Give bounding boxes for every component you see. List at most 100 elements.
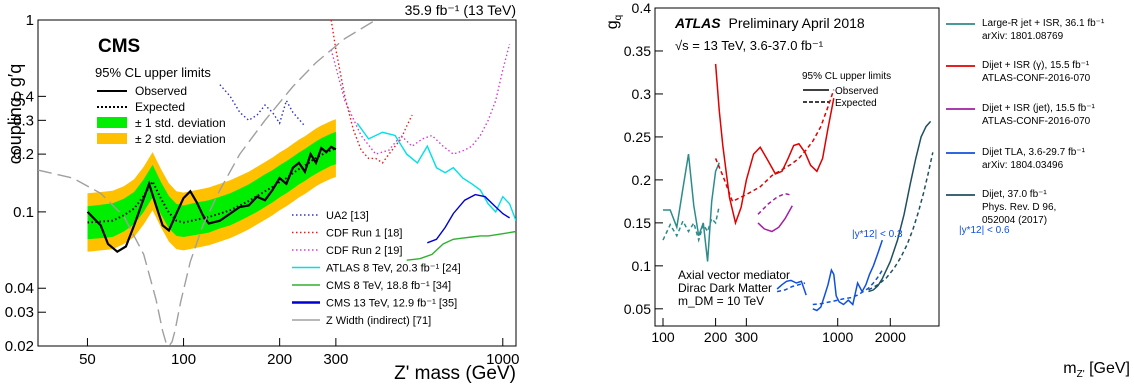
atlas-y-tick-label: 0.35 — [624, 43, 651, 59]
atlas-panel: 100 200 300 1000 2000 0.05 0.1 0.15 0.2 0.25 0.3 0… — [604, 0, 1130, 380]
atlas-series-dijet-37-0-fb-solid — [868, 120, 932, 293]
cms-y-tick-label: 0.04 — [5, 280, 34, 297]
atlas-y-tick-label: 0.05 — [624, 301, 651, 317]
atlas-legend-label: Dijet + ISR (jet), 15.5 fb⁻¹ — [982, 103, 1095, 114]
cms-x-tick-label: 1000 — [486, 351, 519, 368]
cms-y-tick-label: 0.1 — [13, 204, 34, 221]
atlas-x-tick-label: 2000 — [875, 329, 906, 345]
cms-y-tick-label: 0.02 — [5, 338, 34, 355]
atlas-legend-ref: arXiv: 1801.08769 — [982, 31, 1064, 42]
atlas-plot-frame — [654, 7, 940, 327]
cms-x-tick-label: 50 — [79, 351, 96, 368]
cms-subtitle: 95% CL upper limits — [95, 65, 211, 80]
cms-x-axis-label: Z' mass (GeV) — [394, 363, 516, 384]
cms-series-cms-13-tev-12-9-fb-35 — [427, 193, 510, 244]
cms-y-tick-label: 0.3 — [13, 112, 34, 129]
atlas-legend-label: Dijet TLA, 3.6-29.7 fb⁻¹ — [982, 147, 1086, 158]
atlas-subtitle: 95% CL upper limits — [802, 71, 891, 82]
atlas-series-dijet-isr-jet-15-5-fb-dashed — [757, 192, 793, 215]
cms-series-z-width-indirect-71 — [38, 20, 379, 346]
cms-legend-label: Z Width (indirect) [71] — [326, 315, 431, 327]
atlas-legend: Large-R jet + ISR, 36.1 fb⁻¹ arXiv: 1801.… — [946, 18, 1105, 226]
cms-legend-swatch — [97, 117, 127, 128]
atlas-series-dijet-isr-jet-15-5-fb-solid — [757, 205, 793, 233]
atlas-model-annotation: Dirac Dark Matter — [678, 281, 772, 295]
atlas-x-tick-label: 200 — [704, 329, 728, 345]
atlas-energy-label: √s = 13 TeV, 3.6-37.0 fb⁻¹ — [675, 38, 824, 53]
atlas-style-legend-label: Expected — [835, 98, 877, 109]
atlas-series-dijet-tla-y-12-0-6-solid — [812, 239, 884, 312]
cms-x-tick-label: 300 — [323, 351, 348, 368]
atlas-series-dijet-tla-y-12-0-6-dashed — [812, 269, 883, 306]
atlas-model-annotation: Axial vector mediator — [678, 268, 790, 282]
cms-y-tick-label: 0.2 — [13, 146, 34, 163]
atlas-y-tick-label: 0.1 — [632, 258, 652, 274]
atlas-experiment-label: ATLAS Preliminary April 2018 — [674, 15, 865, 31]
cms-series-cdf-run-1-18 — [330, 20, 413, 164]
atlas-legend-label: Dijet, 37.0 fb⁻¹ — [982, 189, 1047, 200]
atlas-style-legend-label: Observed — [835, 86, 878, 97]
atlas-x-axis-label-main: m — [1063, 360, 1076, 377]
atlas-rapidity-high-label: |y*12| < 0.6 — [959, 225, 1010, 236]
cms-series-atlas-8-tev-20-3-fb-24 — [356, 122, 516, 221]
cms-legend-label: Expected — [135, 100, 185, 114]
atlas-experiment-tag: Preliminary April 2018 — [729, 15, 865, 31]
cms-y-tick-label: 0.4 — [13, 88, 34, 105]
cms-experiment-label: CMS — [98, 36, 140, 57]
cms-band-1-std-deviation — [87, 131, 336, 240]
cms-y-tick-label: 1 — [26, 12, 34, 29]
cms-legend-swatch — [97, 133, 127, 144]
atlas-legend-label: Dijet + ISR (γ), 15.5 fb⁻¹ — [982, 60, 1090, 71]
atlas-legend-ref2: 052004 (2017) — [982, 215, 1047, 226]
cms-series-cms-8-tev-18-8-fb-34 — [406, 230, 516, 261]
atlas-legend-ref: ATLAS-CONF-2016-070 — [982, 73, 1091, 84]
cms-legend-label: CDF Run 2 [19] — [326, 245, 402, 257]
atlas-x-tick-label: 300 — [735, 329, 759, 345]
atlas-series-large-r-jet-isr-36-1-fb-solid — [663, 153, 720, 262]
atlas-series-dijet-tla-y-12-0-3-solid — [776, 279, 807, 296]
cms-legend-label: Observed — [135, 84, 187, 98]
atlas-legend-ref: arXiv: 1804.03496 — [982, 160, 1064, 171]
atlas-x-axis-label-unit: [GeV] — [1085, 360, 1130, 377]
cms-legend-label: UA2 [13] — [326, 210, 369, 222]
cms-legend-bottom: UA2 [13] CDF Run 1 [18] CDF Run 2 [19] ATLA… — [292, 210, 461, 327]
atlas-legend-ref: ATLAS-CONF-2016-070 — [982, 116, 1091, 127]
cms-legend-label: CMS 8 TeV, 18.8 fb⁻¹ [34] — [326, 280, 451, 292]
atlas-model-annotation: m_DM = 10 TeV — [678, 294, 764, 308]
atlas-y-axis-label: gq — [604, 15, 624, 29]
atlas-y-axis-label-sub: q — [613, 15, 624, 21]
cms-legend-top: Observed Expected ± 1 std. deviation ± 2 st… — [97, 84, 226, 146]
cms-x-tick-label: 100 — [171, 351, 196, 368]
cms-legend-label: ± 2 std. deviation — [135, 132, 226, 146]
atlas-rapidity-low-label: |y*12| < 0.3 — [852, 229, 903, 240]
cms-y-axis-label: coupling, g′q — [5, 64, 25, 164]
cms-y-tick-label: 0.03 — [5, 304, 34, 321]
cms-legend-label: ± 1 std. deviation — [135, 116, 226, 130]
atlas-y-tick-label: 0.2 — [632, 172, 652, 188]
atlas-series-dijet-isr-15-5-fb-dashed — [714, 89, 835, 203]
atlas-y-tick-label: 0.4 — [632, 0, 652, 16]
cms-series-cdf-run-2-19 — [330, 43, 511, 155]
atlas-experiment-name: ATLAS — [674, 15, 721, 31]
cms-panel: 50 100 200 300 1000 0.02 0.03 0.04 0.1 0.2 0.3 0.4… — [5, 2, 520, 384]
cms-plot-frame — [37, 19, 517, 347]
atlas-series-dijet-isr-15-5-fb-solid — [714, 63, 835, 226]
atlas-x-tick-label: 1000 — [822, 329, 853, 345]
atlas-y-tick-label: 0.3 — [632, 86, 652, 102]
cms-lumi-label: 35.9 fb⁻¹ (13 TeV) — [405, 2, 516, 18]
atlas-x-axis-label: mZ' [GeV] — [1063, 360, 1130, 380]
atlas-legend-ref: Phys. Rev. D 96, — [982, 202, 1056, 213]
cms-legend-label: ATLAS 8 TeV, 20.3 fb⁻¹ [24] — [326, 263, 461, 275]
cms-series-ua2-13 — [219, 84, 306, 127]
atlas-series-dijet-tla-y-12-0-3-dashed — [776, 282, 806, 293]
atlas-x-tick-label: 100 — [651, 329, 675, 345]
atlas-y-tick-label: 0.25 — [624, 129, 651, 145]
atlas-y-axis-label-main: g — [604, 20, 621, 29]
cms-legend-label: CDF Run 1 [18] — [326, 228, 402, 240]
atlas-series-dijet-37-0-fb-dashed — [868, 152, 934, 291]
atlas-legend-label: Large-R jet + ISR, 36.1 fb⁻¹ — [982, 18, 1105, 29]
cms-series-observed — [86, 145, 337, 254]
